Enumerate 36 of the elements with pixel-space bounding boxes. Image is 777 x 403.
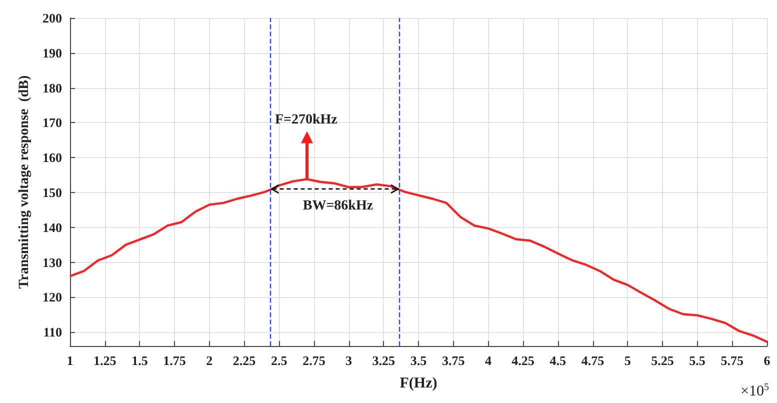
- x-tick-label: 4.25: [512, 353, 535, 368]
- x-tick-label: 5.5: [689, 353, 706, 368]
- x-tick-label: 2.75: [302, 353, 326, 368]
- x-tick-label: 3.5: [410, 353, 428, 368]
- annotation: F=270kHz: [274, 112, 338, 128]
- y-tick-label: 190: [42, 45, 62, 60]
- x-tick-label: 3.75: [442, 353, 466, 368]
- y-tick-label: 200: [42, 10, 62, 26]
- x-tick-label: 2: [206, 353, 213, 368]
- x-axis-title: F(Hz): [400, 376, 438, 392]
- y-tick-label: 160: [42, 150, 62, 166]
- y-tick-label: 130: [42, 254, 62, 270]
- x-tick-label: 2.25: [232, 353, 256, 368]
- y-tick-label: 110: [43, 324, 62, 340]
- line-series: [68, 178, 768, 343]
- y-axis-title: Transmitting voltage response (dB): [17, 74, 32, 289]
- x-tick-label: 4.75: [581, 353, 605, 368]
- x-tick-label: 5: [624, 353, 632, 368]
- x-tick-label: 1.25: [93, 353, 117, 368]
- x-tick-label: 3.25: [372, 353, 396, 368]
- x-tick-label: 5.75: [720, 353, 744, 368]
- y-tick-label: 140: [42, 220, 62, 235]
- y-tick-label: 150: [42, 184, 62, 200]
- x-tick-label: 5.25: [651, 353, 674, 368]
- x-tick-label: 6: [764, 353, 771, 368]
- x-tick-label: 2.5: [270, 353, 288, 368]
- x-tick-label: 1.75: [163, 353, 186, 368]
- y-tick-label: 180: [42, 80, 62, 96]
- x-tick-label: 3: [346, 353, 353, 368]
- x-tick-label: 1.5: [132, 353, 148, 368]
- y-tick-label: 170: [42, 115, 62, 130]
- y-tick-label: 120: [42, 290, 62, 305]
- annotation: BW=86kHz: [302, 198, 374, 214]
- x-tick-label: 1: [66, 353, 74, 368]
- x-tick-label: 4.5: [550, 353, 567, 368]
- x-tick-label: 4: [484, 353, 492, 368]
